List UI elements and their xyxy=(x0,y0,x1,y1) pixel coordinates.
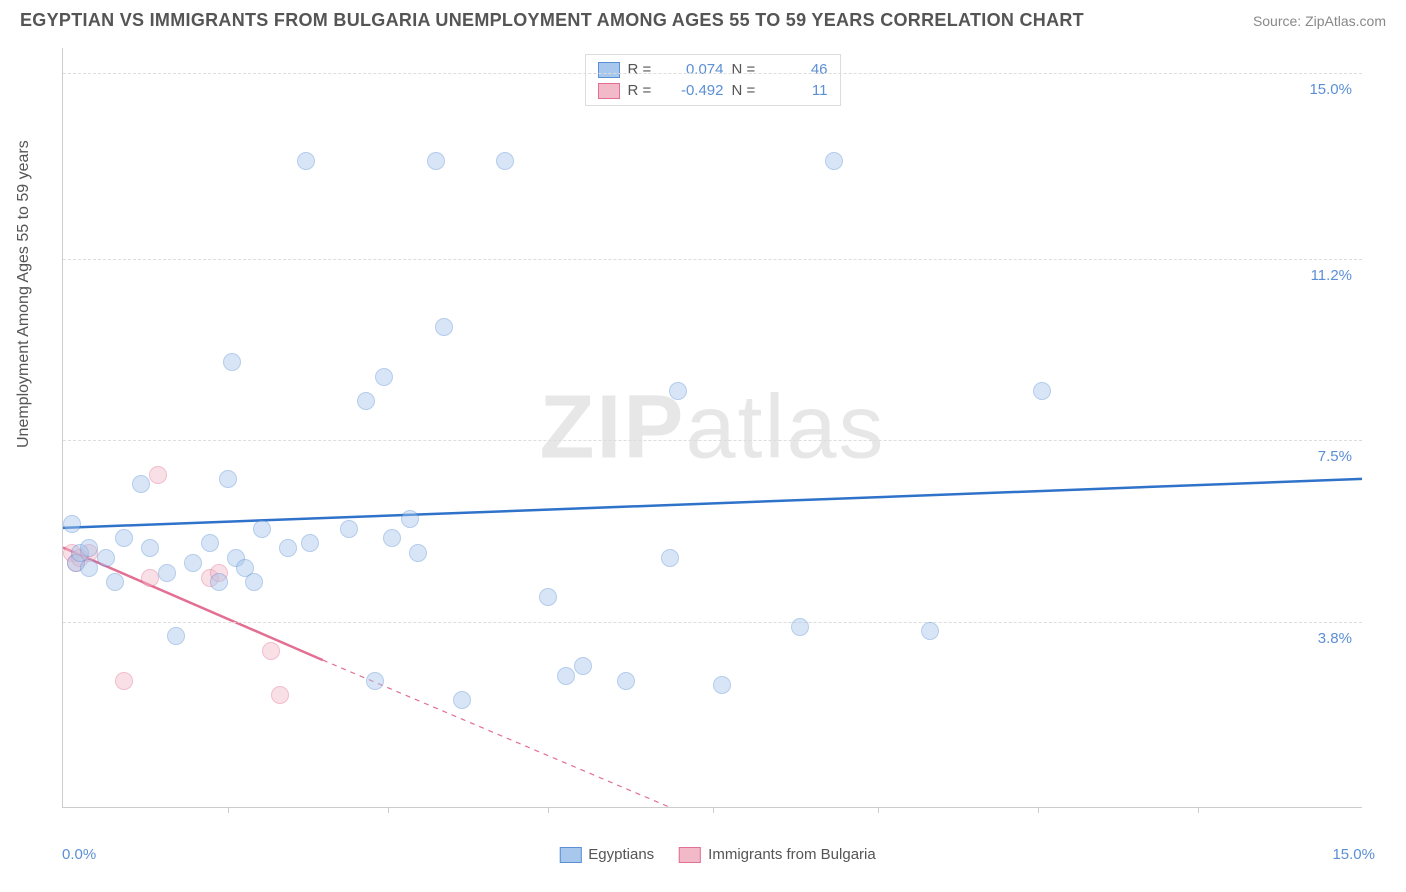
data-point xyxy=(366,672,384,690)
swatch-egyptians xyxy=(559,847,581,863)
y-tick-label: 3.8% xyxy=(1318,630,1352,647)
data-point xyxy=(791,618,809,636)
data-point xyxy=(132,475,150,493)
legend-item-bulgaria: Immigrants from Bulgaria xyxy=(679,846,876,863)
source-attrib: Source: ZipAtlas.com xyxy=(1253,13,1386,29)
trendlines-svg xyxy=(63,48,1362,807)
data-point xyxy=(557,667,575,685)
data-point xyxy=(245,573,263,591)
n-value-egyptians: 46 xyxy=(768,61,828,78)
swatch-egyptians xyxy=(598,62,620,78)
r-value-egyptians: 0.074 xyxy=(664,61,724,78)
data-point xyxy=(409,544,427,562)
data-point xyxy=(271,686,289,704)
gridline xyxy=(63,622,1362,623)
data-point xyxy=(539,588,557,606)
x-tick xyxy=(228,807,229,813)
gridline xyxy=(63,259,1362,260)
n-value-bulgaria: 11 xyxy=(768,82,828,99)
data-point xyxy=(262,642,280,660)
swatch-bulgaria xyxy=(598,83,620,99)
series-legend: Egyptians Immigrants from Bulgaria xyxy=(559,846,875,863)
r-value-bulgaria: -0.492 xyxy=(664,82,724,99)
y-tick-label: 7.5% xyxy=(1318,448,1352,465)
legend-label-bulgaria: Immigrants from Bulgaria xyxy=(708,846,876,863)
data-point xyxy=(141,539,159,557)
x-tick xyxy=(548,807,549,813)
data-point xyxy=(574,657,592,675)
gridline xyxy=(63,73,1362,74)
data-point xyxy=(223,353,241,371)
data-point xyxy=(80,559,98,577)
data-point xyxy=(97,549,115,567)
data-point xyxy=(617,672,635,690)
x-tick xyxy=(878,807,879,813)
data-point xyxy=(184,554,202,572)
chart-title: EGYPTIAN VS IMMIGRANTS FROM BULGARIA UNE… xyxy=(20,10,1084,31)
stats-row-bulgaria: R = -0.492 N = 11 xyxy=(598,82,828,99)
data-point xyxy=(149,466,167,484)
data-point xyxy=(63,515,81,533)
x-axis-max-label: 15.0% xyxy=(1332,846,1375,863)
plot-area: ZIPatlas R = 0.074 N = 46 R = -0.492 N =… xyxy=(62,48,1362,808)
data-point xyxy=(201,534,219,552)
y-tick-label: 15.0% xyxy=(1309,81,1352,98)
x-tick xyxy=(713,807,714,813)
data-point xyxy=(713,676,731,694)
legend-item-egyptians: Egyptians xyxy=(559,846,654,863)
data-point xyxy=(825,152,843,170)
data-point xyxy=(921,622,939,640)
data-point xyxy=(106,573,124,591)
data-point xyxy=(427,152,445,170)
data-point xyxy=(141,569,159,587)
data-point xyxy=(253,520,271,538)
data-point xyxy=(167,627,185,645)
swatch-bulgaria xyxy=(679,847,701,863)
data-point xyxy=(115,672,133,690)
stats-row-egyptians: R = 0.074 N = 46 xyxy=(598,61,828,78)
data-point xyxy=(279,539,297,557)
data-point xyxy=(219,470,237,488)
data-point xyxy=(210,573,228,591)
x-tick xyxy=(1038,807,1039,813)
data-point xyxy=(1033,382,1051,400)
stats-legend: R = 0.074 N = 46 R = -0.492 N = 11 xyxy=(585,54,841,106)
data-point xyxy=(357,392,375,410)
watermark: ZIPatlas xyxy=(539,376,885,479)
y-tick-label: 11.2% xyxy=(1311,267,1352,284)
data-point xyxy=(297,152,315,170)
data-point xyxy=(435,318,453,336)
gridline xyxy=(63,440,1362,441)
x-axis-min-label: 0.0% xyxy=(62,846,96,863)
data-point xyxy=(453,691,471,709)
data-point xyxy=(115,529,133,547)
x-tick xyxy=(388,807,389,813)
data-point xyxy=(661,549,679,567)
legend-label-egyptians: Egyptians xyxy=(588,846,654,863)
data-point xyxy=(401,510,419,528)
n-label: N = xyxy=(732,61,760,78)
data-point xyxy=(340,520,358,538)
data-point xyxy=(375,368,393,386)
x-tick xyxy=(1198,807,1199,813)
data-point xyxy=(496,152,514,170)
data-point xyxy=(383,529,401,547)
n-label: N = xyxy=(732,82,760,99)
data-point xyxy=(301,534,319,552)
chart-container: Unemployment Among Ages 55 to 59 years Z… xyxy=(50,48,1385,838)
r-label: R = xyxy=(628,61,656,78)
y-axis-label: Unemployment Among Ages 55 to 59 years xyxy=(15,140,33,448)
data-point xyxy=(80,539,98,557)
r-label: R = xyxy=(628,82,656,99)
data-point xyxy=(158,564,176,582)
data-point xyxy=(669,382,687,400)
